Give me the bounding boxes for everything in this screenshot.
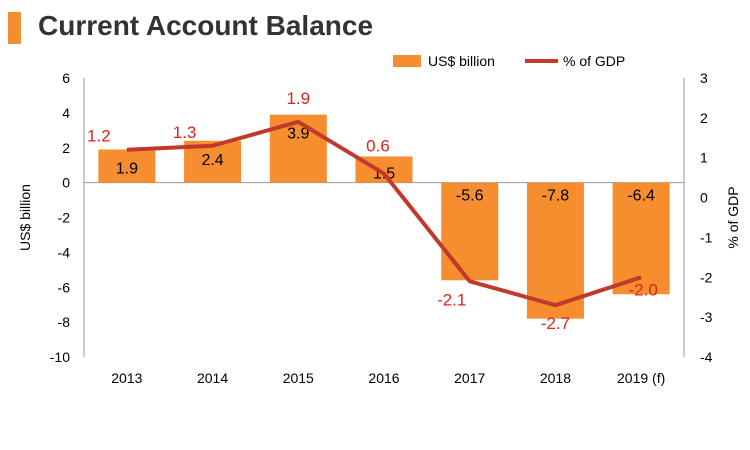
y2-tick-label: -3 bbox=[700, 309, 713, 325]
line-value-label: 1.9 bbox=[286, 89, 310, 108]
line-value-label: -2.0 bbox=[628, 280, 657, 299]
bar bbox=[98, 149, 156, 183]
y2-tick-label: 0 bbox=[700, 190, 708, 206]
bar-value-label: -7.8 bbox=[542, 188, 570, 205]
line-value-label: 1.2 bbox=[87, 127, 111, 146]
y2-tick-label: -4 bbox=[700, 349, 713, 365]
y2-tick-label: 2 bbox=[700, 110, 708, 126]
y2-tick-label: 1 bbox=[700, 150, 708, 166]
legend-line-label: % of GDP bbox=[563, 53, 625, 69]
bar-value-label: 3.9 bbox=[287, 126, 309, 143]
line-value-label: 1.3 bbox=[173, 123, 197, 142]
y2-axis-title: % of GDP bbox=[725, 186, 741, 248]
line-value-label: 0.6 bbox=[366, 137, 390, 156]
legend-bar-label: US$ billion bbox=[428, 53, 495, 69]
x-tick-label: 2016 bbox=[368, 370, 399, 386]
bar bbox=[441, 182, 499, 281]
bar-value-label: -5.6 bbox=[456, 188, 484, 205]
y-tick-label: -2 bbox=[58, 210, 71, 226]
y-tick-label: 2 bbox=[62, 140, 70, 156]
y2-tick-label: -1 bbox=[700, 229, 713, 245]
line-value-label: -2.7 bbox=[541, 314, 570, 333]
x-tick-label: 2014 bbox=[197, 370, 228, 386]
y-tick-label: 6 bbox=[62, 70, 70, 86]
y-tick-label: -8 bbox=[58, 314, 71, 330]
bar bbox=[612, 182, 670, 295]
bar-value-label: 1.9 bbox=[116, 160, 138, 177]
x-tick-label: 2017 bbox=[454, 370, 485, 386]
y2-tick-label: -2 bbox=[700, 269, 713, 285]
y-tick-label: -6 bbox=[58, 279, 71, 295]
line-value-label: -2.1 bbox=[437, 290, 466, 309]
bar-value-label: 2.4 bbox=[201, 152, 223, 169]
title-accent-bar bbox=[8, 12, 21, 44]
x-tick-label: 2015 bbox=[283, 370, 314, 386]
y-axis-title: US$ billion bbox=[17, 184, 33, 251]
x-tick-label: 2018 bbox=[540, 370, 571, 386]
bar bbox=[526, 182, 584, 319]
y2-tick-label: 3 bbox=[700, 70, 708, 86]
y-tick-label: -4 bbox=[58, 244, 71, 260]
y-tick-label: 4 bbox=[62, 105, 70, 121]
x-tick-label: 2013 bbox=[111, 370, 142, 386]
legend-bar-swatch bbox=[393, 55, 421, 67]
chart-title: Current Account Balance bbox=[38, 10, 374, 41]
x-tick-label: 2019 (f) bbox=[617, 370, 665, 386]
y-tick-label: -10 bbox=[50, 349, 70, 365]
bar-value-label: -6.4 bbox=[627, 188, 655, 205]
y-tick-label: 0 bbox=[62, 175, 70, 191]
